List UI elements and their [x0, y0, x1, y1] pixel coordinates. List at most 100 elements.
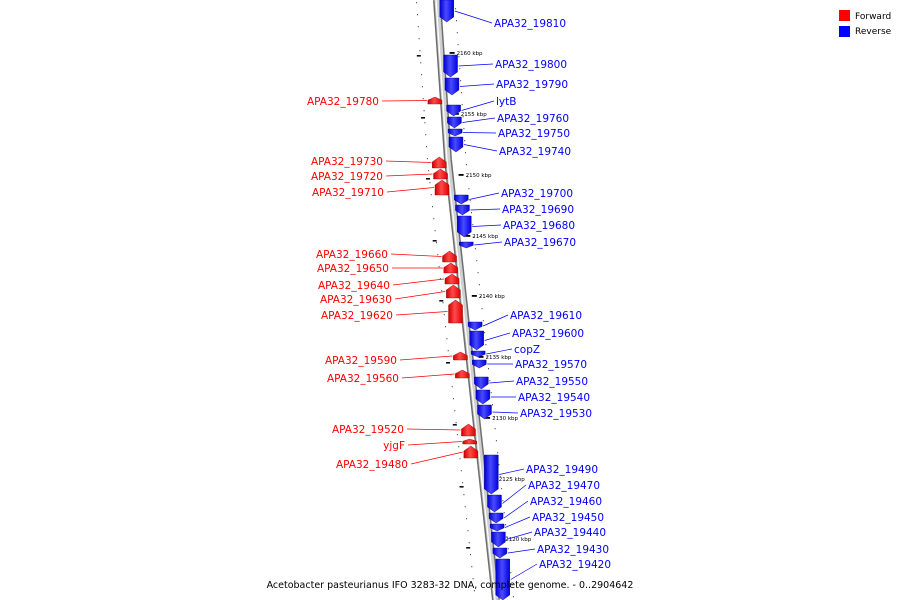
gene-arrow[interactable]	[467, 321, 483, 331]
gene-apa32-19730[interactable]: APA32_19730	[311, 156, 447, 169]
gene-label[interactable]: APA32_19570	[515, 359, 587, 371]
gene-arrow[interactable]	[472, 359, 487, 369]
gene-arrow[interactable]	[462, 438, 477, 445]
gene-label[interactable]: APA32_19740	[499, 146, 571, 158]
gene-apa32-19790[interactable]: APA32_19790	[444, 77, 568, 96]
gene-arrow[interactable]	[470, 350, 486, 358]
gene-apa32-19530[interactable]: APA32_19530	[477, 404, 592, 420]
gene-arrow[interactable]	[453, 351, 468, 361]
gene-apa32-19420[interactable]: APA32_19420	[495, 558, 611, 600]
gene-apa32-19720[interactable]: APA32_19720	[311, 168, 448, 183]
gene-arrow[interactable]	[463, 445, 479, 459]
gene-apa32-19600[interactable]: APA32_19600	[469, 328, 584, 351]
gene-label[interactable]: APA32_19720	[311, 171, 383, 183]
gene-arrow[interactable]	[457, 215, 472, 238]
gene-apa32-19800[interactable]: APA32_19800	[443, 54, 568, 78]
gene-arrow[interactable]	[448, 299, 463, 324]
gene-arrow[interactable]	[495, 558, 510, 600]
gene-arrow[interactable]	[461, 423, 476, 437]
gene-apa32-19660[interactable]: APA32_19660	[316, 249, 457, 263]
gene-label[interactable]: APA32_19440	[534, 527, 606, 539]
gene-label[interactable]: APA32_19700	[501, 188, 573, 200]
gene-label[interactable]: APA32_19590	[325, 355, 397, 367]
gene-arrow[interactable]	[469, 330, 484, 351]
gene-apa32-19630[interactable]: APA32_19630	[320, 284, 461, 306]
gene-apa32-19640[interactable]: APA32_19640	[318, 273, 460, 292]
gene-label[interactable]: APA32_19650	[317, 263, 389, 275]
gene-label[interactable]: APA32_19470	[528, 480, 600, 492]
gene-arrow[interactable]	[446, 284, 461, 299]
gene-apa32-19540[interactable]: APA32_19540	[475, 389, 590, 405]
legend-item-forward[interactable]: Forward	[839, 10, 891, 22]
gene-apa32-19470[interactable]: APA32_19470	[487, 480, 600, 513]
gene-label[interactable]: APA32_19460	[530, 496, 602, 508]
gene-label[interactable]: APA32_19530	[520, 408, 592, 420]
gene-arrow[interactable]	[448, 136, 464, 153]
gene-apa32-19740[interactable]: APA32_19740	[448, 136, 571, 158]
gene-label[interactable]: APA32_19680	[503, 220, 575, 232]
gene-label[interactable]: APA32_19640	[318, 280, 390, 292]
gene-apa32-19780[interactable]: APA32_19780	[307, 96, 443, 108]
gene-label[interactable]: APA32_19800	[495, 59, 567, 71]
gene-label[interactable]: APA32_19450	[532, 512, 604, 524]
gene-apa32-19620[interactable]: APA32_19620	[321, 299, 463, 324]
gene-copz[interactable]: copZ	[470, 344, 540, 358]
gene-arrow[interactable]	[427, 96, 443, 105]
gene-label[interactable]: APA32_19670	[504, 237, 576, 249]
legend-item-reverse[interactable]: Reverse	[839, 26, 892, 37]
gene-arrow[interactable]	[484, 454, 499, 495]
gene-arrow[interactable]	[477, 404, 492, 420]
gene-apa32-19690[interactable]: APA32_19690	[455, 204, 574, 216]
gene-apa32-19650[interactable]: APA32_19650	[317, 262, 458, 275]
gene-label[interactable]: lytB	[496, 96, 516, 108]
gene-label[interactable]: APA32_19790	[496, 79, 568, 91]
gene-label[interactable]: APA32_19630	[320, 294, 392, 306]
gene-arrow[interactable]	[489, 523, 505, 532]
gene-label[interactable]: APA32_19600	[512, 328, 584, 340]
gene-label[interactable]: APA32_19490	[526, 464, 598, 476]
gene-label[interactable]: APA32_19810	[494, 18, 566, 30]
gene-lytb[interactable]: lytB	[446, 96, 517, 117]
gene-apa32-19560[interactable]: APA32_19560	[327, 369, 470, 385]
gene-arrow[interactable]	[447, 128, 463, 137]
gene-yjgf[interactable]: yjgF	[383, 438, 477, 452]
gene-apa32-19750[interactable]: APA32_19750	[447, 128, 570, 140]
gene-label[interactable]: APA32_19420	[539, 559, 611, 571]
gene-apa32-19700[interactable]: APA32_19700	[454, 188, 573, 205]
gene-arrow[interactable]	[444, 273, 460, 285]
gene-arrow[interactable]	[443, 54, 458, 78]
gene-arrow[interactable]	[455, 369, 470, 379]
gene-apa32-19610[interactable]: APA32_19610	[467, 310, 582, 331]
gene-apa32-19550[interactable]: APA32_19550	[474, 376, 588, 390]
gene-arrow[interactable]	[491, 531, 506, 548]
gene-arrow[interactable]	[455, 204, 470, 216]
gene-label[interactable]: yjgF	[383, 440, 405, 452]
gene-apa32-19440[interactable]: APA32_19440	[491, 527, 606, 548]
gene-arrow[interactable]	[432, 156, 447, 169]
gene-arrow[interactable]	[444, 77, 460, 96]
gene-label[interactable]: copZ	[514, 344, 540, 356]
gene-apa32-19490[interactable]: APA32_19490	[484, 454, 598, 495]
gene-apa32-19570[interactable]: APA32_19570	[472, 359, 587, 371]
gene-arrow[interactable]	[434, 179, 450, 196]
gene-arrow[interactable]	[433, 168, 448, 180]
gene-arrow[interactable]	[488, 512, 504, 524]
gene-label[interactable]: APA32_19690	[502, 204, 574, 216]
gene-apa32-19450[interactable]: APA32_19450	[489, 512, 604, 532]
gene-label[interactable]: APA32_19550	[516, 376, 588, 388]
gene-arrow[interactable]	[454, 194, 469, 205]
gene-arrow[interactable]	[474, 376, 489, 390]
gene-apa32-19460[interactable]: APA32_19460	[488, 496, 602, 524]
gene-arrow[interactable]	[446, 104, 461, 117]
gene-arrow[interactable]	[487, 494, 502, 513]
gene-label[interactable]: APA32_19780	[307, 96, 379, 108]
gene-arrow[interactable]	[447, 116, 462, 129]
gene-arrow[interactable]	[443, 262, 458, 274]
gene-label[interactable]: APA32_19750	[498, 128, 570, 140]
gene-label[interactable]: APA32_19710	[312, 187, 384, 199]
gene-apa32-19810[interactable]: APA32_19810	[439, 0, 566, 30]
gene-apa32-19680[interactable]: APA32_19680	[457, 215, 575, 238]
gene-label[interactable]: APA32_19760	[497, 113, 569, 125]
gene-label[interactable]: APA32_19430	[537, 544, 609, 556]
gene-arrow[interactable]	[442, 250, 457, 263]
